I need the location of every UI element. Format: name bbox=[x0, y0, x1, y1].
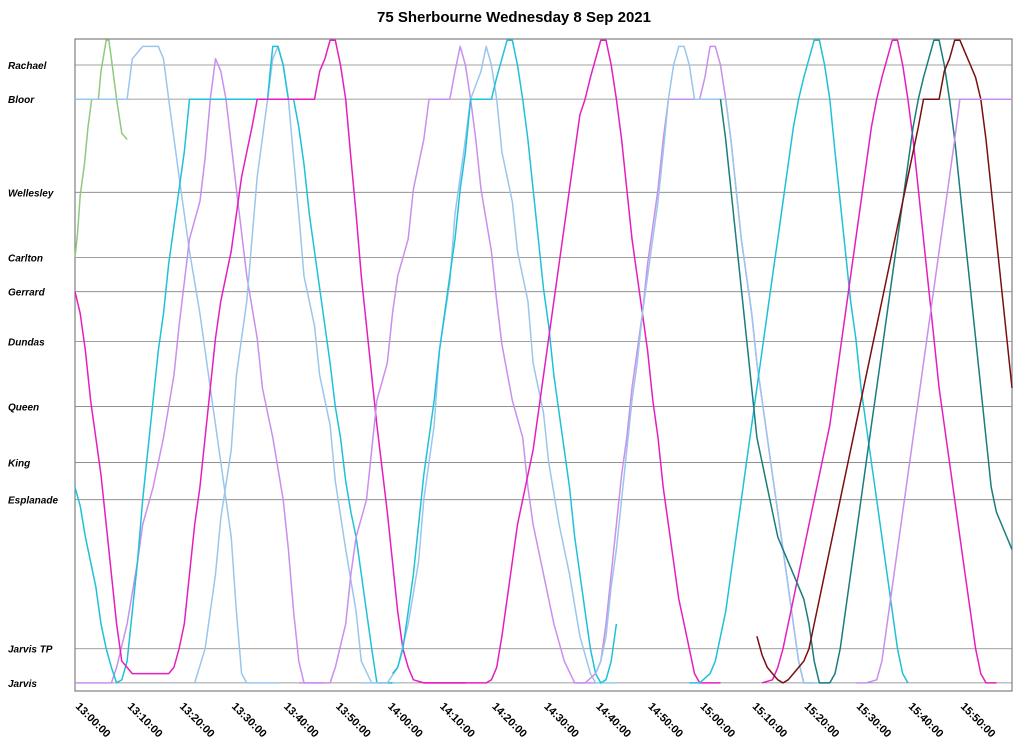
stop-label-dundas: Dundas bbox=[8, 337, 45, 348]
time-tick-label: 13:20:00 bbox=[177, 701, 217, 741]
time-tick-label: 13:30:00 bbox=[229, 701, 269, 741]
time-tick-label: 14:50:00 bbox=[645, 701, 685, 741]
trip-line-2 bbox=[75, 45, 278, 684]
time-tick-label: 15:20:00 bbox=[802, 701, 842, 741]
time-tick-label: 15:10:00 bbox=[750, 701, 790, 741]
time-tick-label: 13:00:00 bbox=[73, 701, 113, 741]
time-tick-label: 14:10:00 bbox=[437, 701, 477, 741]
stop-label-queen: Queen bbox=[8, 403, 39, 414]
trip-line-5 bbox=[74, 45, 393, 684]
chart-title: 75 Sherbourne Wednesday 8 Sep 2021 bbox=[377, 9, 651, 26]
stop-label-jarvis-tp: Jarvis TP bbox=[8, 645, 53, 656]
stop-labels: Rachael Bloor Wellesley Carlton Gerrard Dunda… bbox=[8, 61, 58, 690]
time-tick-label: 13:10:00 bbox=[125, 701, 165, 741]
trip-line-4 bbox=[193, 45, 398, 684]
trip-line-14 bbox=[761, 39, 997, 684]
time-tick-label: 14:40:00 bbox=[593, 701, 633, 741]
time-axis-labels: 13:00:00 13:10:00 13:20:00 13:30:00 13:40:00… bbox=[73, 701, 998, 741]
trip-line-8 bbox=[361, 45, 617, 684]
time-tick-label: 15:50:00 bbox=[958, 701, 998, 741]
trip-line-17 bbox=[855, 98, 1012, 684]
time-tick-label: 13:40:00 bbox=[281, 701, 321, 741]
trip-line-13 bbox=[689, 39, 909, 684]
trip-line-12 bbox=[594, 45, 830, 684]
trip-lines bbox=[74, 39, 1013, 684]
stop-label-rachael: Rachael bbox=[8, 61, 47, 72]
trip-line-1 bbox=[74, 39, 128, 258]
stop-label-bloor: Bloor bbox=[8, 95, 35, 106]
trip-line-7 bbox=[298, 45, 596, 684]
time-tick-label: 15:40:00 bbox=[906, 701, 946, 741]
time-tick-label: 15:00:00 bbox=[698, 701, 738, 741]
trip-line-9 bbox=[391, 39, 618, 684]
trip-line-15 bbox=[719, 39, 1013, 684]
stop-label-carlton: Carlton bbox=[8, 254, 43, 265]
time-tick-label: 13:50:00 bbox=[333, 701, 373, 741]
stop-label-wellesley: Wellesley bbox=[8, 188, 54, 199]
plot-area bbox=[74, 38, 1013, 692]
time-tick-label: 15:30:00 bbox=[854, 701, 894, 741]
trip-line-10 bbox=[423, 39, 721, 684]
time-tick-label: 14:20:00 bbox=[489, 701, 529, 741]
stop-label-king: King bbox=[8, 458, 30, 469]
trip-line-16 bbox=[756, 39, 1013, 684]
stop-label-gerrard: Gerrard bbox=[8, 288, 46, 299]
stop-label-esplanade: Esplanade bbox=[8, 496, 58, 507]
time-tick-label: 14:00:00 bbox=[385, 701, 425, 741]
time-tick-label: 14:30:00 bbox=[541, 701, 581, 741]
stop-label-jarvis: Jarvis bbox=[8, 679, 37, 690]
trip-line-6 bbox=[74, 39, 466, 684]
